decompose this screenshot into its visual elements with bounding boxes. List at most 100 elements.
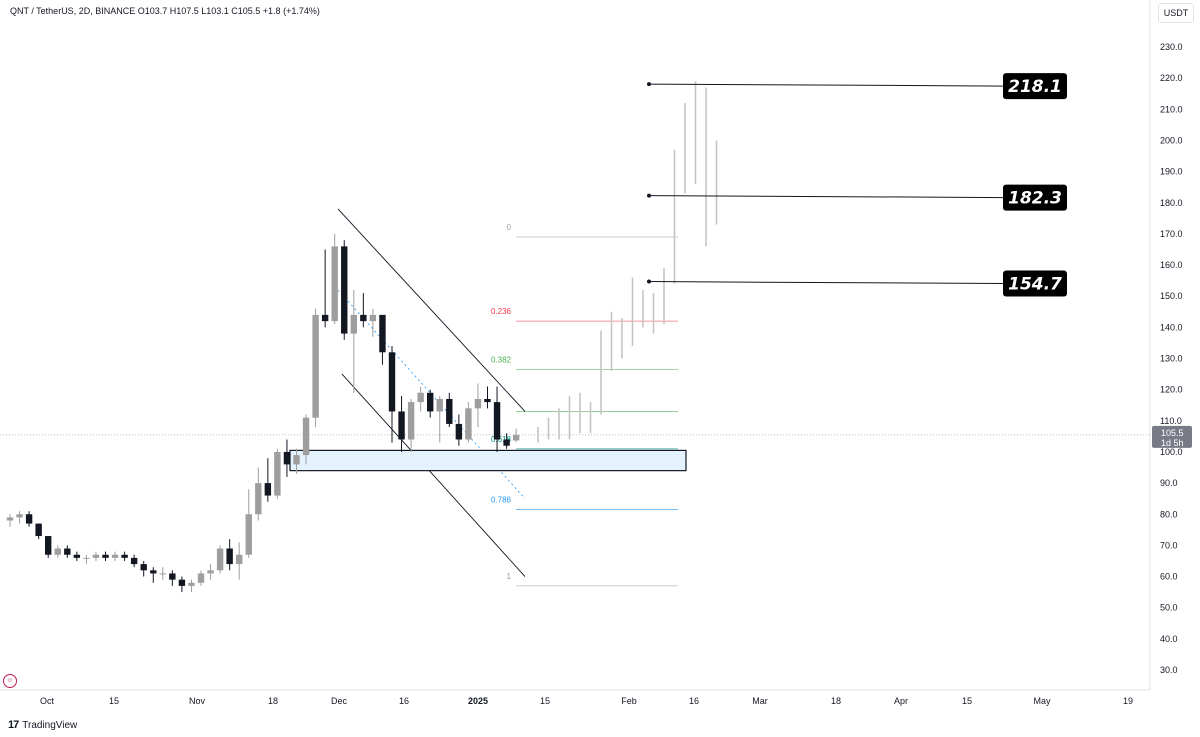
price-tick-label: 60.0 xyxy=(1160,572,1178,582)
candle-body xyxy=(484,398,491,403)
symbol-header: QNT / TetherUS, 2D, BINANCE O103.7 H107.… xyxy=(10,6,320,16)
support-zone-box xyxy=(289,449,687,472)
candle-body xyxy=(379,314,386,353)
candle-body xyxy=(35,523,42,537)
candle-body xyxy=(455,423,463,440)
candle-body xyxy=(293,455,300,465)
candle-body xyxy=(474,398,482,409)
support-zone[interactable] xyxy=(289,449,687,472)
candle-body xyxy=(341,246,348,334)
target-label-box xyxy=(1003,73,1067,100)
time-axis[interactable]: Oct 15 Nov 18 Dec 16 2025 15 Feb 16 Mar 18 Apr 15 May 1… xyxy=(40,696,1133,706)
price-tick-label: 40.0 xyxy=(1160,634,1178,644)
price-tick-label: 190.0 xyxy=(1160,167,1183,177)
price-tick-label: 230.0 xyxy=(1160,42,1183,52)
candle-body xyxy=(283,451,291,465)
price-tick-label: 30.0 xyxy=(1160,665,1178,675)
candle-body xyxy=(312,314,319,418)
price-axis[interactable]: 230.0 220.0 210.0 200.0 190.0 180.0 170.0 160.0… xyxy=(1152,42,1192,675)
target-label-box xyxy=(1003,184,1067,211)
candle-body xyxy=(207,570,214,574)
price-tick-label: 120.0 xyxy=(1160,385,1183,395)
candle-body xyxy=(178,579,186,586)
candle-body xyxy=(150,570,157,574)
time-tick-label: 16 xyxy=(399,696,409,706)
target-label-box xyxy=(1003,270,1067,297)
target-line xyxy=(648,83,1006,87)
price-tick-label: 210.0 xyxy=(1160,104,1183,114)
candle-body xyxy=(25,514,33,524)
candle-body xyxy=(121,554,128,558)
candle-body xyxy=(140,564,147,571)
time-tick-label: Apr xyxy=(894,696,908,706)
candle-body xyxy=(417,392,424,403)
time-tick-label: 19 xyxy=(1123,696,1133,706)
candle-body xyxy=(159,573,166,575)
candle-countdown-label: 1d 5h xyxy=(1161,438,1184,448)
candle-body xyxy=(169,573,176,580)
fib-level-label: 0.618 xyxy=(491,435,512,444)
tradingview-footer[interactable]: 17 TradingView xyxy=(8,719,77,731)
price-tick-label: 130.0 xyxy=(1160,354,1183,364)
time-tick-label: 18 xyxy=(268,696,278,706)
time-tick-label: Nov xyxy=(189,696,206,706)
candle-body xyxy=(111,554,119,558)
target-price-label: 154.7 xyxy=(1008,275,1062,295)
time-tick-label: 15 xyxy=(109,696,119,706)
time-tick-label: Oct xyxy=(40,696,55,706)
price-tick-label: 160.0 xyxy=(1160,260,1183,270)
candle-body xyxy=(503,439,510,446)
candle-body xyxy=(350,314,357,334)
candle-body xyxy=(436,398,443,412)
smiley-icon[interactable]: ☺ xyxy=(3,674,17,688)
candle-body xyxy=(45,536,52,555)
price-tick-label: 100.0 xyxy=(1160,447,1183,457)
target-price-label: 182.3 xyxy=(1008,189,1062,209)
channel-upper-line xyxy=(337,208,526,412)
candle-body xyxy=(360,314,367,322)
candle-body xyxy=(302,417,310,456)
currency-unit-button[interactable]: USDT xyxy=(1158,3,1194,23)
price-targets[interactable]: 218.1 182.3 154.7 xyxy=(647,73,1067,297)
tradingview-logo-icon: 17 xyxy=(8,719,19,731)
time-tick-label: May xyxy=(1033,696,1051,706)
candle-body xyxy=(130,557,138,565)
price-tick-label: 150.0 xyxy=(1160,291,1183,301)
candles xyxy=(6,233,520,593)
descending-channel[interactable] xyxy=(337,208,526,577)
fib-level-label: 1 xyxy=(507,572,512,581)
candle-body xyxy=(6,517,14,521)
projection-bars xyxy=(537,81,718,443)
candle-body xyxy=(493,402,501,440)
candle-body xyxy=(407,402,415,440)
grid-layer xyxy=(0,0,1151,691)
time-tick-label: 16 xyxy=(689,696,699,706)
candle-body xyxy=(83,557,90,559)
candle-body xyxy=(255,483,262,515)
tradingview-brand: TradingView xyxy=(22,719,78,731)
time-tick-label: 2025 xyxy=(468,696,488,706)
candle-body xyxy=(331,246,338,322)
time-tick-label: 15 xyxy=(962,696,972,706)
candle-body xyxy=(188,582,195,586)
time-tick-label: 18 xyxy=(831,696,841,706)
candle-body xyxy=(398,411,405,440)
price-tick-label: 220.0 xyxy=(1160,73,1183,83)
channel-lower-line xyxy=(341,373,526,577)
last-price-label: 105.5 xyxy=(1161,428,1184,438)
time-tick-label: Dec xyxy=(331,696,348,706)
candle-body xyxy=(226,548,233,565)
candle-body xyxy=(64,548,71,555)
target-line xyxy=(648,281,1006,285)
candle-body xyxy=(73,554,81,558)
last-price-marker xyxy=(1152,425,1192,448)
candle-body xyxy=(512,434,520,441)
target-price-label: 218.1 xyxy=(1008,77,1062,97)
candle-body xyxy=(427,392,434,412)
fib-level-label: 0.786 xyxy=(491,496,512,505)
fib-level-label: 0 xyxy=(507,223,512,232)
price-tick-label: 90.0 xyxy=(1160,478,1178,488)
candle-body xyxy=(92,554,100,558)
target-line xyxy=(648,195,1006,199)
